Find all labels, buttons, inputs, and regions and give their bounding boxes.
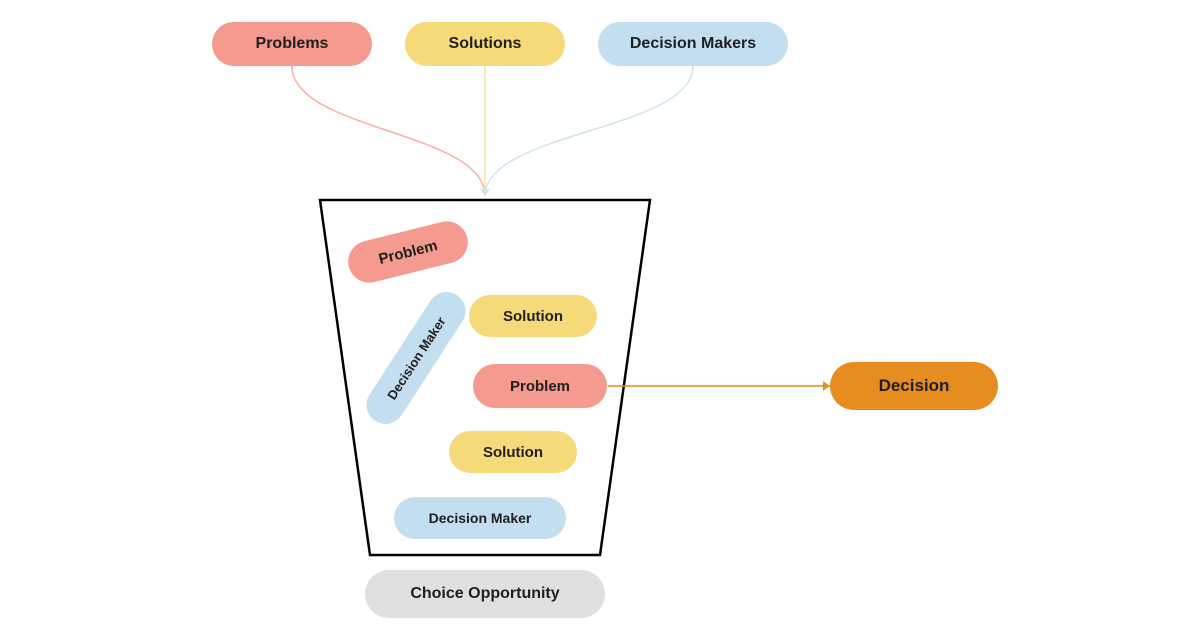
bin-item-maker1: Decision Maker — [359, 285, 473, 431]
bin-item-solution2-label: Solution — [483, 444, 543, 461]
input-solutions: Solutions — [405, 22, 565, 66]
input-makers-label: Decision Makers — [630, 35, 756, 53]
input-solutions-label: Solutions — [449, 35, 522, 53]
bin-item-solution2: Solution — [449, 431, 577, 473]
bin-item-problem1-label: Problem — [377, 236, 439, 267]
decision-output-label: Decision — [879, 376, 950, 396]
connectors-layer — [0, 0, 1200, 630]
bin-item-maker2: Decision Maker — [394, 497, 566, 539]
input-makers: Decision Makers — [598, 22, 788, 66]
bin-item-solution1-label: Solution — [503, 308, 563, 325]
input-problems-label: Problems — [256, 35, 329, 53]
bin-item-problem2: Problem — [473, 364, 607, 408]
bin-item-problem1: Problem — [344, 217, 473, 287]
diagram-stage: Problems Solutions Decision Makers Probl… — [0, 0, 1200, 630]
bin-item-solution1: Solution — [469, 295, 597, 337]
bin-item-maker2-label: Decision Maker — [429, 510, 532, 526]
bin-item-maker1-label: Decision Maker — [384, 314, 449, 402]
decision-output: Decision — [830, 362, 998, 410]
choice-opportunity: Choice Opportunity — [365, 570, 605, 618]
choice-opportunity-label: Choice Opportunity — [410, 585, 559, 603]
bin-item-problem2-label: Problem — [510, 378, 570, 395]
input-problems: Problems — [212, 22, 372, 66]
